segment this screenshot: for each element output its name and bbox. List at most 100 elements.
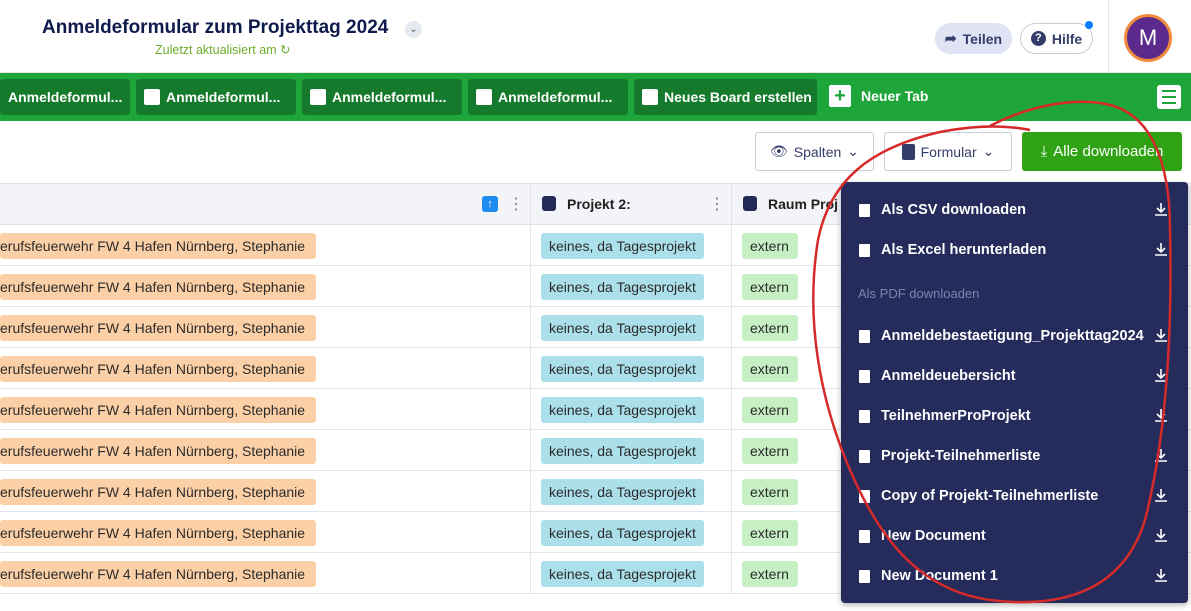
- project-tag: keines, da Tagesprojekt: [541, 438, 704, 464]
- title-menu[interactable]: ⌄: [405, 21, 422, 38]
- menu-item[interactable]: New Document: [841, 516, 1188, 556]
- menu-item[interactable]: TeilnehmerProProjekt: [841, 396, 1188, 436]
- file-icon: [859, 450, 870, 463]
- name-tag: erufsfeuerwehr FW 4 Hafen Nürnberg, Step…: [0, 315, 316, 341]
- tab-icon: [642, 89, 658, 105]
- sort-icon[interactable]: ↑: [482, 196, 498, 212]
- table-row: erufsfeuerwehr FW 4 Hafen Nürnberg, Step…: [0, 430, 1191, 471]
- file-icon: [859, 330, 870, 343]
- menu-item-label: Als Excel herunterladen: [881, 242, 1047, 258]
- name-tag: erufsfeuerwehr FW 4 Hafen Nürnberg, Step…: [0, 438, 316, 464]
- columns-label: Spalten: [793, 143, 842, 160]
- download-icon: [1154, 568, 1168, 585]
- lock-icon: [542, 196, 556, 211]
- menu-item[interactable]: Copy of Projekt-Teilnehmerliste: [841, 476, 1188, 516]
- tab[interactable]: Anmeldeformul...: [468, 79, 628, 115]
- menu-item-label: Anmeldeuebersicht: [881, 368, 1016, 384]
- column-divider: [530, 184, 531, 225]
- file-icon: [859, 204, 870, 217]
- columns-button[interactable]: 👁 Spalten ⌄: [755, 132, 874, 171]
- menu-item-label: Copy of Projekt-Teilnehmerliste: [881, 488, 1099, 504]
- new-tab-label: Neuer Tab: [861, 88, 929, 104]
- cell-divider: [731, 266, 732, 307]
- menu-item[interactable]: Projekt-Teilnehmerliste: [841, 436, 1188, 476]
- tab[interactable]: Anmeldeformul...: [0, 79, 130, 115]
- cell-divider: [731, 307, 732, 348]
- help-button[interactable]: ? Hilfe: [1020, 23, 1093, 54]
- menu-item-label: TeilnehmerProProjekt: [881, 408, 1031, 424]
- share-button[interactable]: ➦ Teilen: [935, 23, 1012, 54]
- project-tag: keines, da Tagesprojekt: [541, 561, 704, 587]
- room-tag: extern: [742, 315, 798, 341]
- column-title: Projekt 2:: [567, 196, 631, 212]
- tab-icon: [144, 89, 160, 105]
- name-tag: erufsfeuerwehr FW 4 Hafen Nürnberg, Step…: [0, 233, 316, 259]
- divider: [1108, 0, 1109, 72]
- table-row: erufsfeuerwehr FW 4 Hafen Nürnberg, Step…: [0, 225, 1191, 266]
- project-tag: keines, da Tagesprojekt: [541, 397, 704, 423]
- menu-item-label: Als CSV downloaden: [881, 202, 1027, 218]
- table-row: erufsfeuerwehr FW 4 Hafen Nürnberg, Step…: [0, 471, 1191, 512]
- project-tag: keines, da Tagesprojekt: [541, 479, 704, 505]
- table-row: erufsfeuerwehr FW 4 Hafen Nürnberg, Step…: [0, 348, 1191, 389]
- tab[interactable]: Anmeldeformul...: [302, 79, 462, 115]
- form-label: Formular: [920, 143, 977, 160]
- column-divider: [731, 184, 732, 225]
- cell-divider: [530, 348, 531, 389]
- download-icon: [1154, 528, 1168, 545]
- new-tab[interactable]: + Neuer Tab: [829, 85, 928, 107]
- project-tag: keines, da Tagesprojekt: [541, 233, 704, 259]
- file-icon: [859, 370, 870, 383]
- form-button[interactable]: Formular ⌄: [884, 132, 1012, 171]
- download-all-button[interactable]: ⤓ Alle downloaden: [1022, 132, 1182, 171]
- name-tag: erufsfeuerwehr FW 4 Hafen Nürnberg, Step…: [0, 397, 316, 423]
- cell-divider: [731, 512, 732, 553]
- table-row: erufsfeuerwehr FW 4 Hafen Nürnberg, Step…: [0, 389, 1191, 430]
- avatar[interactable]: M: [1124, 14, 1172, 62]
- header: Anmeldeformular zum Projekttag 2024 ⌄ Zu…: [0, 0, 1191, 73]
- project-tag: keines, da Tagesprojekt: [541, 356, 704, 382]
- download-menu: Als PDF downloaden Als CSV downloaden Als…: [841, 182, 1188, 603]
- menu-item[interactable]: New Document 1: [841, 556, 1188, 596]
- room-tag: extern: [742, 356, 798, 382]
- name-tag: erufsfeuerwehr FW 4 Hafen Nürnberg, Step…: [0, 561, 316, 587]
- tab[interactable]: Neues Board erstellen: [634, 79, 817, 115]
- cell-divider: [530, 512, 531, 553]
- cell-divider: [731, 348, 732, 389]
- tab-label: Neues Board erstellen: [664, 89, 812, 105]
- room-tag: extern: [742, 520, 798, 546]
- cell-divider: [731, 471, 732, 512]
- help-label: Hilfe: [1051, 30, 1083, 47]
- menu-item[interactable]: Anmeldebestaetigung_Projekttag2024: [841, 316, 1188, 356]
- download-all-label: Alle downloaden: [1053, 143, 1164, 160]
- menu-item-label: Anmeldebestaetigung_Projekttag2024: [881, 328, 1144, 344]
- download-icon: [1154, 368, 1168, 385]
- tab[interactable]: Anmeldeformul...: [136, 79, 296, 115]
- cell-divider: [530, 225, 531, 266]
- cell-divider: [530, 266, 531, 307]
- menu-item-label: New Document 1: [881, 568, 998, 584]
- room-tag: extern: [742, 479, 798, 505]
- form-title: Anmeldeformular zum Projekttag 2024: [42, 17, 389, 38]
- cell-divider: [530, 307, 531, 348]
- menu-item-label: Projekt-Teilnehmerliste: [881, 448, 1041, 464]
- room-tag: extern: [742, 397, 798, 423]
- table-row: erufsfeuerwehr FW 4 Hafen Nürnberg, Step…: [0, 553, 1191, 594]
- column-menu[interactable]: ⋮: [709, 196, 725, 213]
- tab-bar: + Neuer Tab Anmeldeformul... Anmeldeformul…: [0, 73, 1191, 121]
- cell-divider: [530, 553, 531, 594]
- column-menu[interactable]: ⋮: [508, 196, 524, 213]
- cell-divider: [530, 430, 531, 471]
- menu-item[interactable]: Als CSV downloaden: [841, 190, 1188, 230]
- tab-label: Anmeldeformul...: [332, 89, 447, 105]
- menu-item[interactable]: Anmeldeuebersicht: [841, 356, 1188, 396]
- menu-item[interactable]: Als Excel herunterladen: [841, 230, 1188, 270]
- project-tag: keines, da Tagesprojekt: [541, 315, 704, 341]
- file-icon: [859, 244, 870, 257]
- cell-divider: [731, 553, 732, 594]
- menu-button[interactable]: [1157, 85, 1181, 109]
- room-tag: extern: [742, 274, 798, 300]
- project-tag: keines, da Tagesprojekt: [541, 520, 704, 546]
- room-tag: extern: [742, 233, 798, 259]
